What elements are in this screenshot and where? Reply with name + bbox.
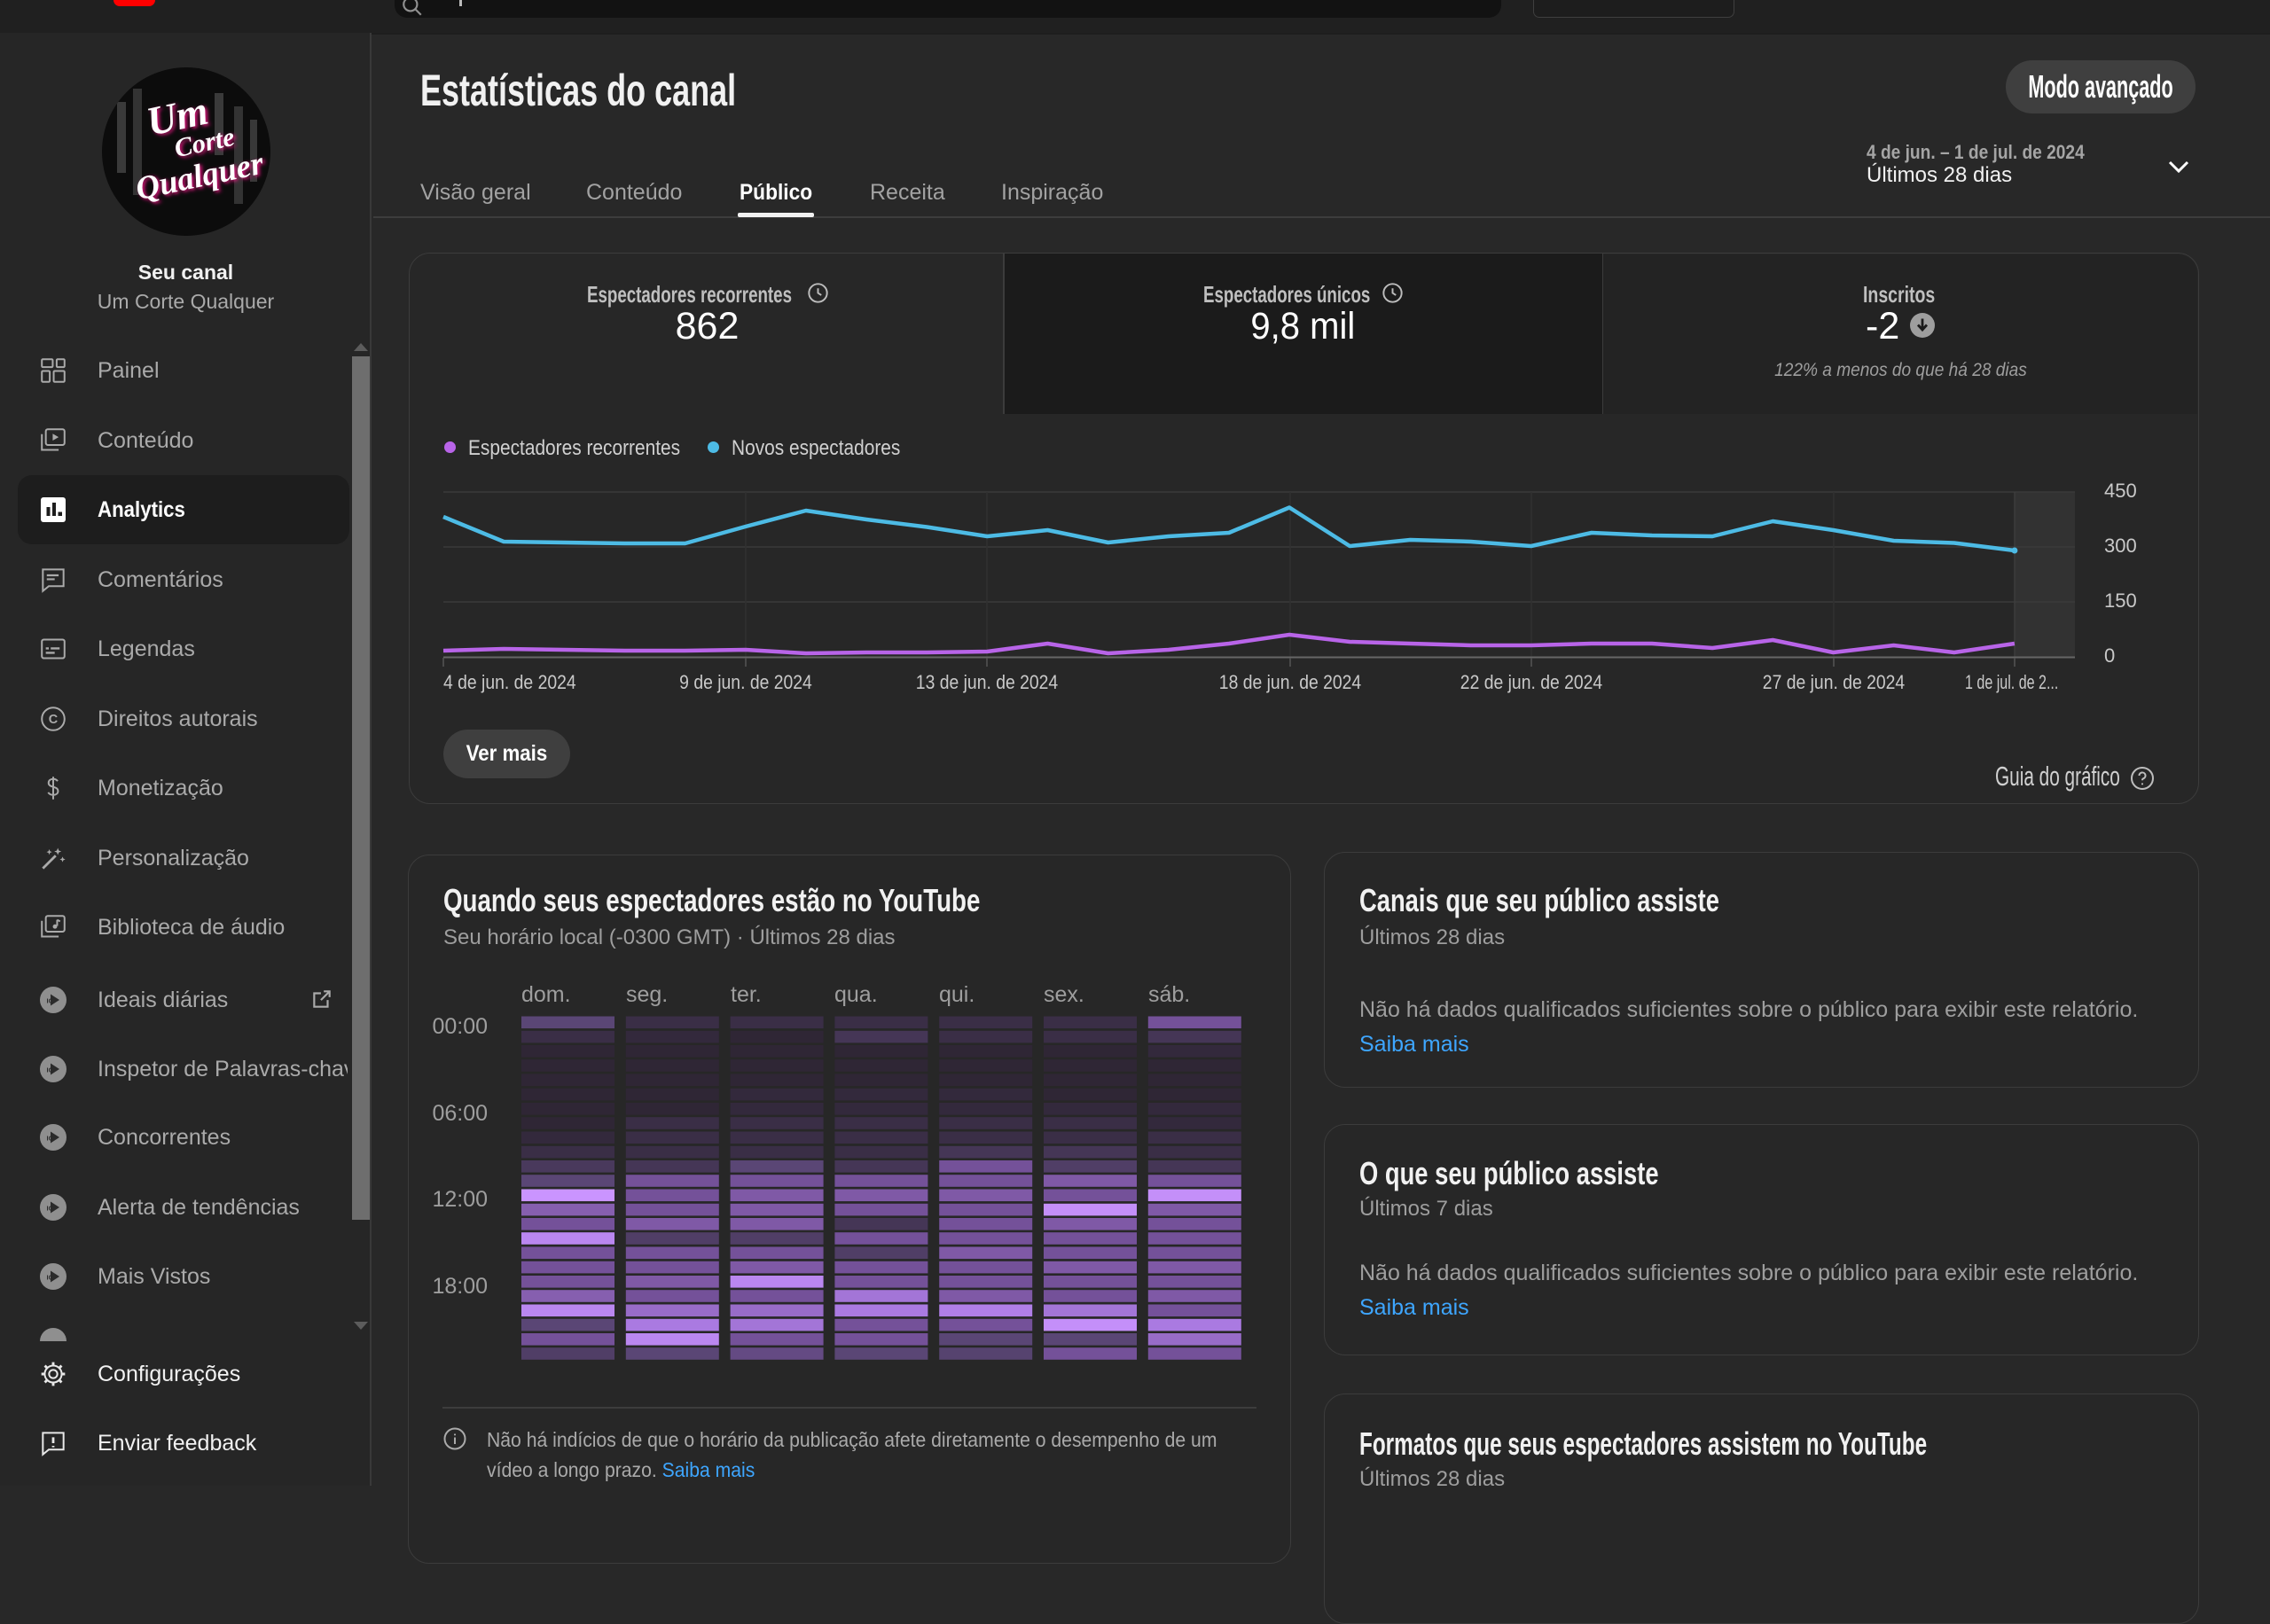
- svg-text:IQ: IQ: [47, 1135, 54, 1143]
- svg-text:IQ: IQ: [47, 1066, 54, 1074]
- svg-text:IQ: IQ: [47, 997, 54, 1005]
- svg-text:C: C: [49, 713, 59, 727]
- svg-text:IQ: IQ: [47, 1274, 54, 1282]
- svg-text:IQ: IQ: [47, 1205, 54, 1213]
